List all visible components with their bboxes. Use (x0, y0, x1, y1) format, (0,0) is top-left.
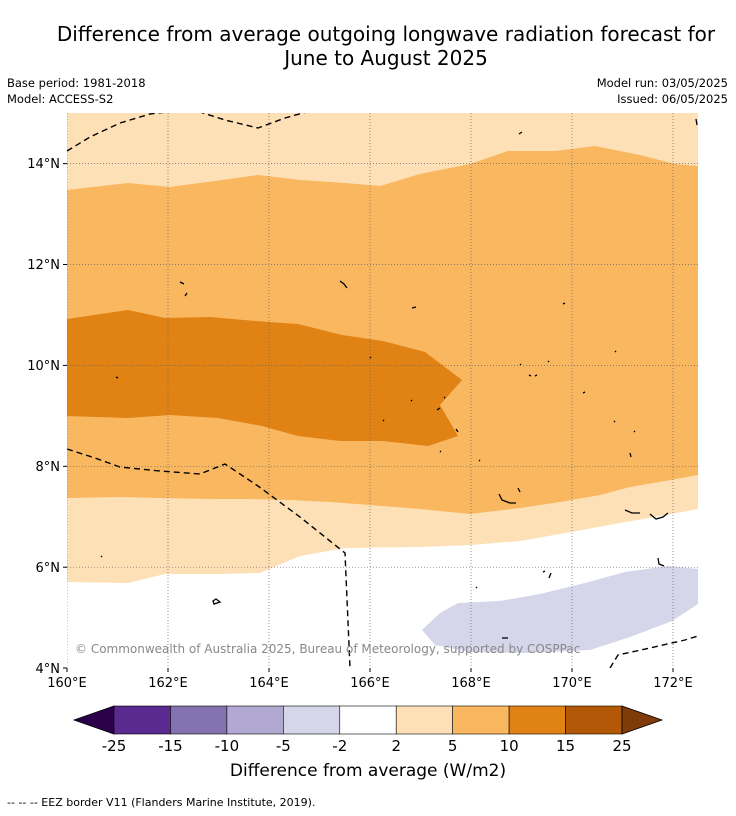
colorbar-over-arrow (621, 705, 664, 735)
island (100, 555, 665, 567)
lon-label: 162°E (148, 676, 188, 691)
title-line-1: Difference from average outgoing longwav… (56, 22, 716, 46)
gridlines (67, 113, 698, 668)
eez-border-central (67, 448, 351, 668)
colorbar-tick-label: -25 (102, 737, 127, 755)
lat-label: 12°N (27, 258, 60, 273)
island (624, 509, 669, 520)
longitude-labels: 160°E 162°E 164°E 166°E 168°E 170°E 172°… (47, 676, 693, 691)
lon-label: 160°E (47, 676, 87, 691)
colorbar-tick-label: 25 (612, 737, 631, 755)
colorbar-segment (226, 705, 284, 735)
lat-label: 6°N (36, 561, 61, 576)
meta-left: Base period: 1981-2018 Model: ACCESS-S2 (7, 75, 146, 107)
colorbar-segment (170, 705, 228, 735)
colorbar-tick-label: 2 (391, 737, 401, 755)
colorbar-tick-label: 15 (556, 737, 575, 755)
colorbar-segment (339, 705, 397, 735)
model-name: Model: ACCESS-S2 (7, 92, 114, 106)
colorbar-segment (283, 705, 341, 735)
colorbar-segment (565, 705, 623, 735)
band-5-10 (67, 146, 698, 514)
lon-label: 166°E (350, 676, 390, 691)
colorbar-tick-label: 5 (448, 737, 458, 755)
lon-label: 164°E (249, 676, 289, 691)
map-plot: © Commonwealth of Australia 2025, Bureau… (67, 113, 698, 668)
island (339, 280, 348, 289)
lon-label: 168°E (451, 676, 491, 691)
island (382, 396, 636, 433)
island (411, 306, 417, 309)
colorbar-tick-label: -10 (215, 737, 240, 755)
title-line-2: June to August 2025 (284, 46, 488, 70)
colorbar-tick-label: -2 (332, 737, 347, 755)
colorbar-tick-label: -5 (276, 737, 291, 755)
colorbar: -25 -15 -10 -5 -2 2 5 10 15 25 (72, 705, 664, 755)
island (475, 570, 552, 589)
island (695, 118, 698, 126)
colorbar-tick-label: 10 (500, 737, 519, 755)
band-10-15 (67, 310, 462, 446)
island (212, 598, 222, 605)
islands (100, 118, 698, 639)
eez-borders (67, 113, 698, 668)
base-period: Base period: 1981-2018 (7, 76, 146, 90)
island (439, 450, 632, 462)
island (179, 281, 188, 297)
eez-legend-note: -- -- -- EEZ border V11 (Flanders Marine… (7, 796, 316, 809)
axis-ticks (63, 163, 674, 672)
issued-date: Issued: 06/05/2025 (617, 92, 728, 106)
lat-label: 8°N (36, 460, 61, 475)
island (115, 350, 617, 379)
lat-label: 10°N (27, 359, 60, 374)
lat-label: 14°N (27, 157, 60, 172)
lon-label: 172°E (653, 676, 693, 691)
colorbar-segment (113, 705, 171, 735)
colorbar-segment (508, 705, 566, 735)
colorbar-title: Difference from average (W/m2) (229, 761, 507, 781)
eez-border-southeast (609, 635, 698, 668)
colorbar-segment (452, 705, 510, 735)
island (519, 360, 586, 394)
latitude-labels: 14°N 12°N 10°N 8°N 6°N 4°N (27, 157, 60, 677)
map-title: Difference from average outgoing longwav… (0, 22, 736, 70)
meta-right: Model run: 03/05/2025 Issued: 06/05/2025 (597, 75, 728, 107)
island (498, 487, 521, 504)
band-negative-small (422, 566, 698, 653)
colorbar-segment (395, 705, 453, 735)
model-run: Model run: 03/05/2025 (596, 76, 728, 90)
copyright-notice: © Commonwealth of Australia 2025, Bureau… (75, 642, 580, 656)
island (562, 302, 566, 305)
lon-label: 170°E (552, 676, 592, 691)
colorbar-under-arrow (72, 705, 115, 735)
colorbar-tick-label: -15 (158, 737, 183, 755)
lat-label: 4°N (36, 662, 61, 677)
island (518, 131, 523, 135)
